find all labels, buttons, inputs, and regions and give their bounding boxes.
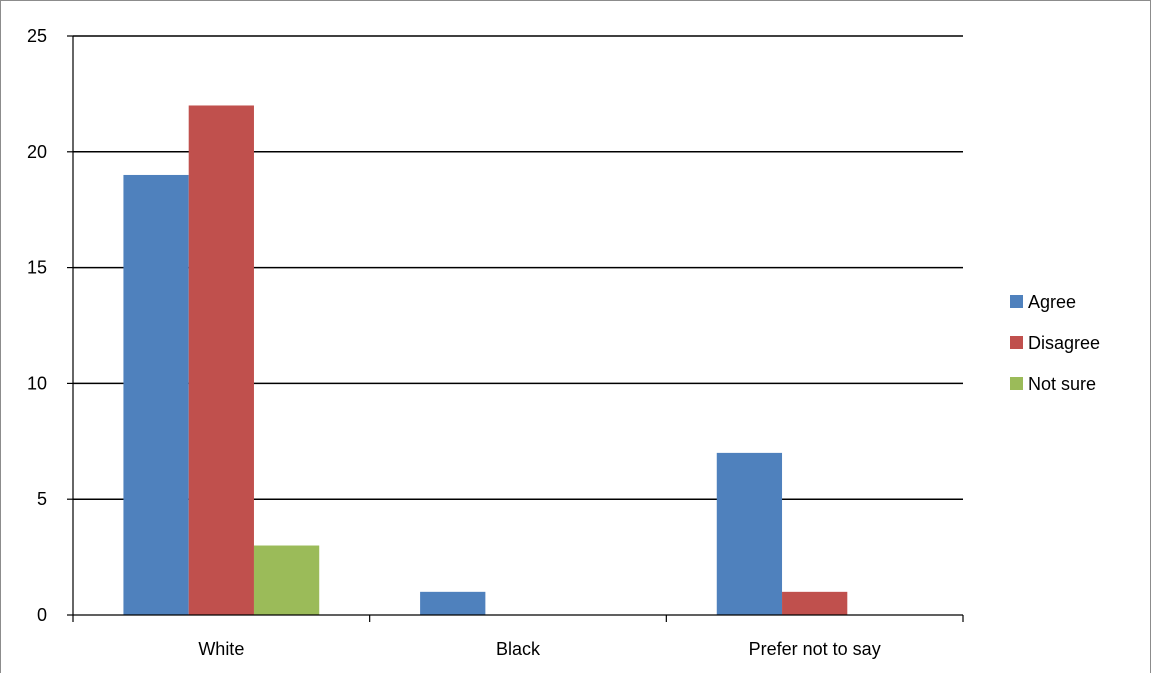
legend: Agree Disagree Not sure <box>1010 292 1100 394</box>
y-tick-label: 5 <box>37 489 47 509</box>
bar-agree-prefer-not-to-say <box>716 452 783 615</box>
bar-disagree-prefer-not-to-say <box>782 591 848 615</box>
axes <box>67 35 964 622</box>
y-tick-labels: 0 5 10 15 20 25 <box>27 26 47 625</box>
bars <box>123 105 848 615</box>
legend-label: Disagree <box>1028 333 1100 353</box>
legend-label: Agree <box>1028 292 1076 312</box>
y-tick-label: 0 <box>37 605 47 625</box>
bar-not-sure-white <box>253 545 320 615</box>
x-tick-labels: White Black Prefer not to say <box>198 639 880 659</box>
y-tick-label: 25 <box>27 26 47 46</box>
x-tick-label: Prefer not to say <box>749 639 881 659</box>
y-tick-label: 20 <box>27 142 47 162</box>
legend-swatch <box>1010 377 1023 390</box>
y-tick-label: 10 <box>27 373 47 393</box>
bar-agree-white <box>123 174 189 615</box>
y-tick-label: 15 <box>27 258 47 278</box>
x-tick-label: Black <box>496 639 541 659</box>
bar-disagree-white <box>188 105 254 615</box>
legend-swatch <box>1010 295 1023 308</box>
legend-swatch <box>1010 336 1023 349</box>
bar-agree-black <box>420 591 486 615</box>
legend-label: Not sure <box>1028 374 1096 394</box>
x-tick-label: White <box>198 639 244 659</box>
